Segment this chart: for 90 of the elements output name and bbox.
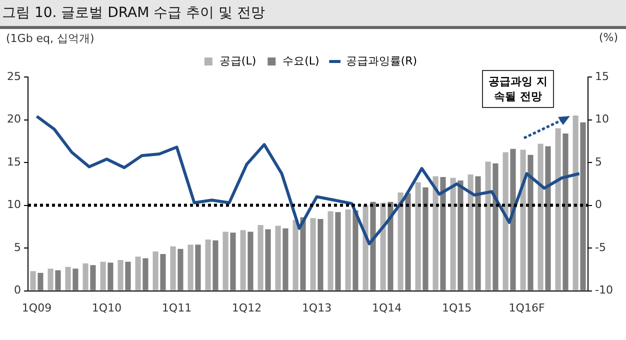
bar — [275, 226, 281, 290]
y-tick-label: 25 — [6, 70, 21, 83]
x-tick-label: 1Q11 — [162, 301, 192, 314]
bar — [230, 232, 236, 290]
bar — [450, 178, 456, 290]
legend-label: 수요(L) — [282, 54, 320, 68]
y2-tick-label: -5 — [595, 240, 606, 254]
bar — [580, 122, 586, 290]
y-tick-label: 5 — [14, 240, 21, 254]
bar — [458, 180, 464, 290]
bar — [555, 128, 561, 290]
legend-label: 공급과잉률(R) — [346, 54, 418, 68]
bar — [440, 177, 446, 290]
bar — [142, 258, 148, 290]
bar — [135, 256, 141, 290]
bar — [38, 272, 44, 290]
x-tick-label: 1Q15 — [442, 301, 472, 314]
bar — [572, 115, 578, 290]
bar — [205, 239, 211, 290]
bar — [170, 246, 176, 290]
x-tick-label: 1Q10 — [92, 301, 122, 314]
y2-tick-label: 0 — [595, 198, 602, 212]
y-axis-title: (1Gb eq, 십억개) — [6, 31, 94, 46]
y2-axis-title: (%) — [598, 31, 618, 46]
bar — [388, 202, 394, 290]
y-tick-label: 20 — [6, 112, 21, 126]
x-tick-label: 1Q12 — [232, 301, 262, 314]
bar — [292, 220, 298, 290]
bar — [82, 263, 88, 290]
bar — [90, 265, 96, 290]
bar — [282, 228, 288, 290]
legend-label: 공급(L) — [219, 54, 256, 68]
y2-tick-label: 5 — [595, 155, 602, 168]
bar — [510, 148, 516, 290]
bar — [65, 266, 71, 290]
y-tick-label: 0 — [14, 284, 21, 297]
y-tick-label: 10 — [6, 198, 21, 212]
bar — [405, 193, 411, 290]
bar — [352, 210, 358, 290]
bar — [258, 224, 264, 290]
bar — [562, 133, 568, 290]
x-tick-label: 1Q16F — [508, 301, 545, 314]
bar — [108, 262, 114, 290]
bar — [212, 240, 218, 290]
bar — [415, 182, 421, 290]
bar — [152, 251, 158, 290]
chart-title: 그림 10. 글로벌 DRAM 수급 추이 및 전망 — [0, 0, 626, 29]
y2-tick-label: 10 — [595, 112, 610, 126]
bar — [178, 248, 184, 290]
bar — [545, 146, 551, 290]
bar — [380, 202, 386, 290]
bar — [240, 230, 246, 290]
bar — [100, 262, 106, 290]
bar — [370, 202, 376, 290]
y2-tick-label: -10 — [595, 284, 613, 297]
bar — [300, 217, 306, 290]
bar — [248, 232, 254, 290]
bar — [475, 176, 481, 290]
bar — [502, 152, 508, 290]
y2-tick-label: 15 — [595, 70, 610, 83]
x-tick-label: 1Q14 — [372, 301, 402, 314]
x-tick-label: 1Q09 — [22, 301, 52, 314]
bar — [520, 150, 526, 290]
bar — [538, 144, 544, 290]
y-tick-label: 15 — [6, 155, 21, 168]
bar — [318, 218, 324, 290]
bar — [422, 187, 428, 290]
bar — [265, 229, 271, 290]
bar — [398, 192, 404, 290]
bar — [335, 212, 341, 290]
bar — [125, 262, 131, 290]
bar — [118, 260, 124, 290]
bar — [72, 268, 78, 290]
bar — [30, 271, 36, 290]
bar — [55, 270, 61, 290]
bar — [188, 244, 194, 290]
bar — [432, 176, 438, 290]
bar — [195, 244, 201, 290]
x-tick-label: 1Q13 — [302, 301, 332, 314]
bar — [528, 154, 534, 290]
bar — [492, 163, 498, 290]
bar — [310, 218, 316, 290]
bar — [48, 268, 54, 290]
bar — [160, 254, 166, 290]
bar — [328, 211, 334, 290]
bar — [345, 210, 351, 290]
bar — [222, 232, 228, 290]
bar — [485, 162, 491, 290]
bar — [468, 174, 474, 290]
annotation: 공급과잉 지속될 전망 — [482, 70, 554, 108]
